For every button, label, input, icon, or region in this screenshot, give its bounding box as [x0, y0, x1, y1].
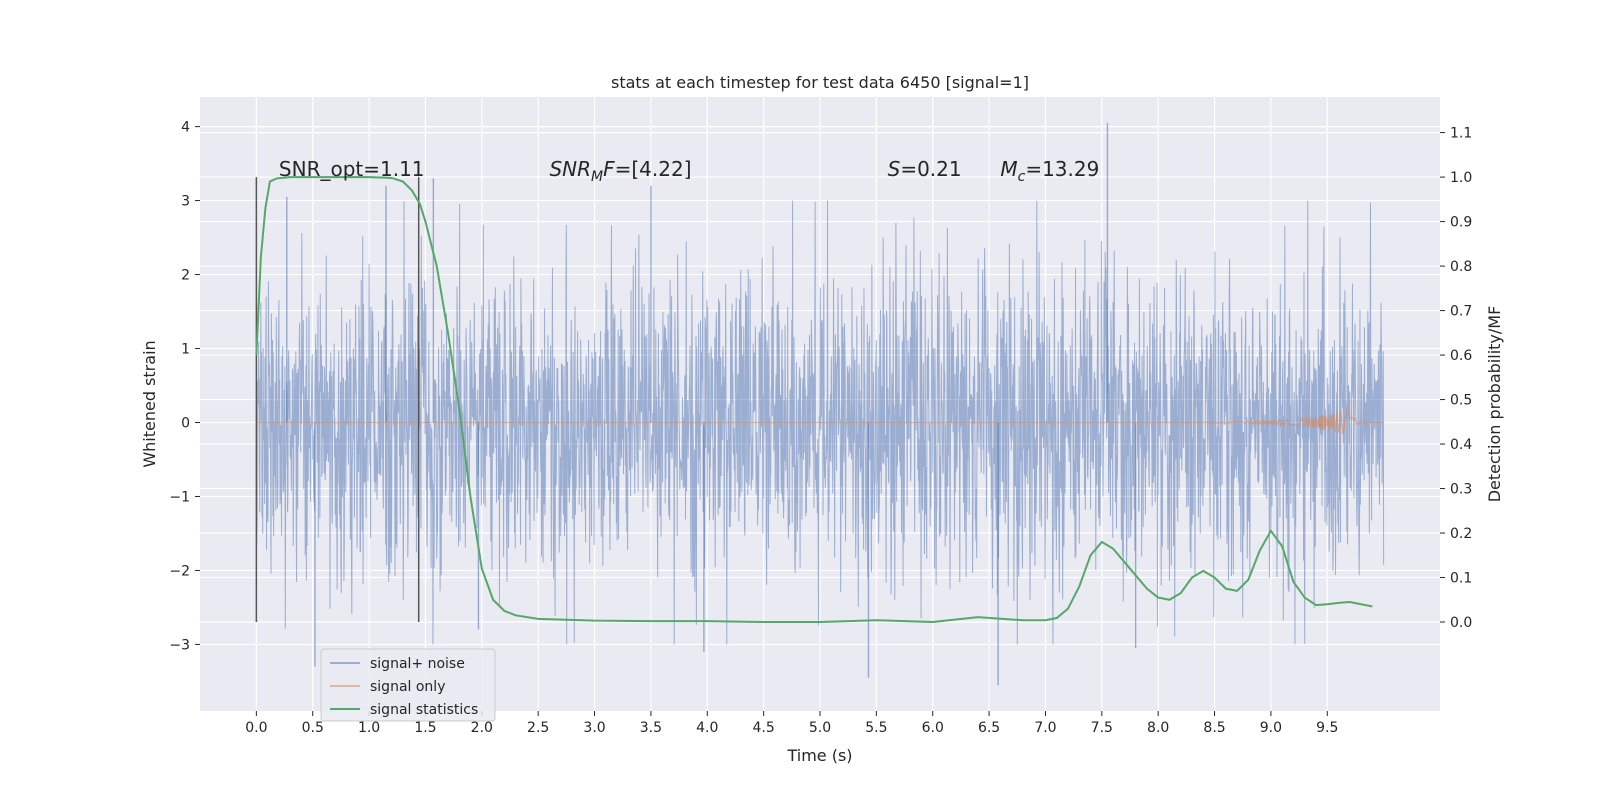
y-tick-label-0: −3: [169, 637, 190, 653]
y2-tick-label-5: 0.5: [1450, 393, 1472, 409]
x-tick-label-3: 1.5: [414, 720, 436, 736]
y2-tick-label-9: 0.9: [1450, 215, 1472, 231]
x-tick-label-18: 9.0: [1260, 720, 1282, 736]
y2-tick-label-7: 0.7: [1450, 304, 1472, 320]
annotation-1: SNRMF=[4.22]: [549, 157, 691, 185]
x-tick-label-15: 7.5: [1091, 720, 1113, 736]
annotation-3-part-0: M: [1000, 157, 1017, 181]
x-tick-label-4: 2.0: [471, 720, 493, 736]
annotation-1-part-3: =[4.22]: [615, 157, 692, 181]
x-axis-label: Time (s): [786, 746, 852, 765]
y-tick-label-7: 4: [181, 120, 190, 136]
annotation-2: S=0.21: [888, 157, 962, 181]
annotation-3-part-1: c: [1018, 169, 1026, 185]
x-tick-label-7: 3.5: [640, 720, 662, 736]
annotation-1-part-2: F: [603, 157, 615, 181]
x-tick-label-5: 2.5: [527, 720, 549, 736]
x-tick-label-2: 1.0: [358, 720, 380, 736]
y2-tick-label-0: 0.0: [1450, 615, 1472, 631]
y-axis-label: Whitened strain: [140, 340, 159, 467]
y-tick-label-1: −2: [169, 563, 190, 579]
annotation-2-part-1: =0.21: [900, 157, 961, 181]
annotation-0-part-0: SNR_opt=1.11: [279, 157, 425, 181]
x-tick-label-9: 4.5: [753, 720, 775, 736]
y2-tick-label-2: 0.2: [1450, 526, 1472, 542]
series-signal-statistics: [255, 176, 1373, 624]
vertical-markers: [255, 177, 420, 623]
annotation-0: SNR_opt=1.11: [279, 157, 425, 181]
x-tick-label-8: 4.0: [696, 720, 718, 736]
annotation-2-part-0: S: [888, 157, 901, 181]
annotation-1-part-0: SNR: [549, 157, 591, 181]
x-ticks: 0.0 0.5 1.0 1.5 2.0 2.5 3.0 3.5 4.0 4.5 5.0 5.5 6.0 6…: [245, 711, 1338, 736]
y-tick-label-6: 3: [181, 194, 190, 210]
legend-box: [320, 648, 496, 722]
x-tick-label-12: 6.0: [922, 720, 944, 736]
series-signal-only: [256, 408, 1384, 435]
y2-tick-label-8: 0.8: [1450, 259, 1472, 275]
series-signal-noise: [255, 122, 1385, 686]
legend-label-signal: signal only: [370, 679, 445, 695]
annotation-3: Mc=13.29: [1000, 157, 1099, 185]
legend-label-stats: signal statistics: [370, 702, 478, 718]
legend-label-noise: signal+ noise: [370, 656, 465, 672]
annotation-3-part-2: =13.29: [1025, 157, 1099, 181]
annotation-1-part-1: M: [591, 169, 603, 185]
x-tick-label-0: 0.0: [245, 720, 267, 736]
y-tick-label-5: 2: [181, 268, 190, 284]
y2-tick-label-10: 1.0: [1450, 170, 1472, 186]
x-tick-label-1: 0.5: [302, 720, 324, 736]
x-tick-label-10: 5.0: [809, 720, 831, 736]
y2-tick-label-3: 0.3: [1450, 482, 1472, 498]
x-tick-label-11: 5.5: [865, 720, 887, 736]
y2-tick-label-11: 1.1: [1450, 126, 1472, 142]
noise-line: [255, 200, 1385, 645]
y-tick-label-3: 0: [181, 415, 190, 431]
x-tick-label-19: 9.5: [1316, 720, 1338, 736]
x-tick-label-16: 8.0: [1147, 720, 1169, 736]
x-tick-label-17: 8.5: [1203, 720, 1225, 736]
x-tick-label-13: 6.5: [978, 720, 1000, 736]
annotations: SNR_opt=1.11 SNRMF=[4.22] S=0.21 Mc=13.29: [279, 157, 1099, 185]
y2-ticks: 0.0 0.1 0.2 0.3 0.4 0.5 0.6 0.7 0.8 0.9 1.0 1.1: [1440, 126, 1472, 631]
y-tick-label-2: −1: [169, 489, 190, 505]
chart-title: stats at each timestep for test data 645…: [611, 73, 1029, 92]
x-tick-label-14: 7.0: [1034, 720, 1056, 736]
y-ticks: −3 −2 −1 0 1 2 3 4: [169, 120, 200, 653]
x-tick-label-6: 3.0: [583, 720, 605, 736]
signal-line: [256, 408, 1384, 435]
y2-tick-label-4: 0.4: [1450, 437, 1472, 453]
y-tick-label-4: 1: [181, 342, 190, 358]
y2-tick-label-1: 0.1: [1450, 571, 1472, 587]
stats-line: [255, 176, 1373, 624]
legend: signal+ noise signal only signal statist…: [320, 648, 496, 722]
y2-axis-label: Detection probability/MF: [1485, 306, 1504, 503]
y2-tick-label-6: 0.6: [1450, 348, 1472, 364]
